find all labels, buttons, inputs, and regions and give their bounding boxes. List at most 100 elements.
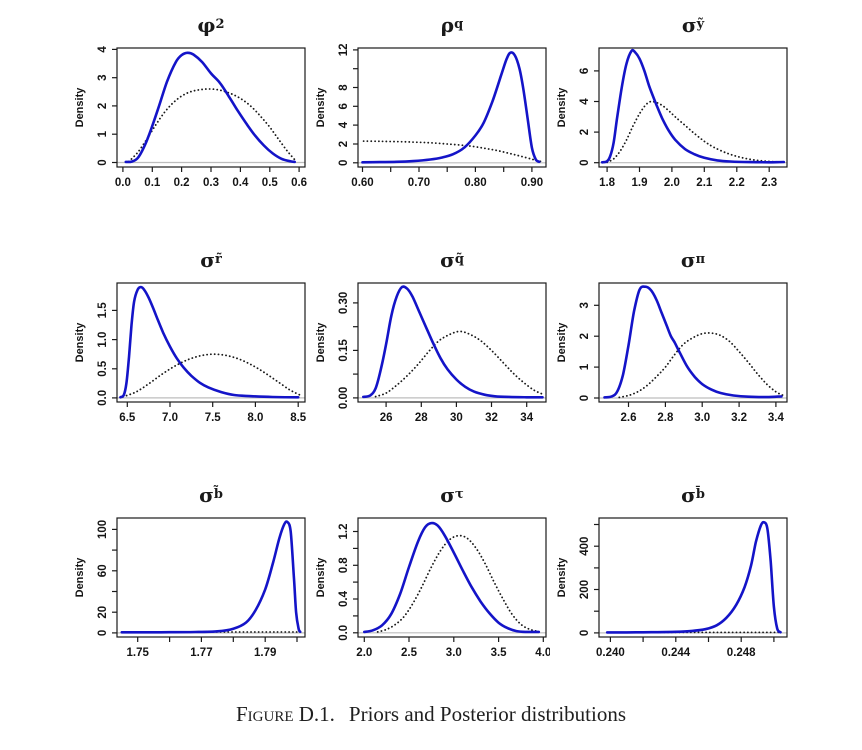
svg-text:4: 4: [338, 121, 350, 128]
plot-canvas-sigma-tau: 2.0 2.5 3.0 3.5 4.0 0.0 0.4 0.8 1.2 Density: [315, 517, 550, 659]
plot-canvas-sigma-y-tilde: 1.8 1.9 2.0 2.1 2.2 2.3 0 2 4 6 Density: [556, 47, 788, 189]
curve-prior: [374, 330, 544, 398]
svg-text:1.0: 1.0: [97, 332, 109, 348]
plot-canvas-rho-q: 0.60 0.70 0.80 0.90 0 2 4 6 8 12 Density: [315, 44, 547, 189]
svg-text:3.0: 3.0: [446, 647, 462, 659]
svg-text:6: 6: [579, 68, 591, 74]
svg-text:0.00: 0.00: [338, 387, 350, 409]
title-base: ρ: [440, 13, 455, 37]
svg-text:8.5: 8.5: [290, 412, 307, 424]
svg-text:0.3: 0.3: [203, 177, 219, 189]
svg-text:0: 0: [97, 159, 109, 165]
svg-text:1.2: 1.2: [338, 524, 350, 540]
svg-text:0: 0: [579, 630, 591, 636]
svg-text:0.80: 0.80: [464, 177, 486, 189]
svg-text:7.0: 7.0: [162, 412, 178, 424]
svg-text:0.6: 0.6: [291, 177, 307, 189]
svg-text:2.3: 2.3: [761, 177, 777, 189]
curve-prior: [362, 140, 542, 163]
svg-text:1.9: 1.9: [632, 177, 648, 189]
svg-text:400: 400: [579, 537, 591, 556]
svg-text:2.0: 2.0: [356, 647, 372, 659]
y-axis-label: Density: [315, 87, 327, 128]
plot-canvas-phi2: 0.0 0.1 0.2 0.3 0.4 0.5 0.6 0 1 2 3 4 Density: [74, 46, 307, 189]
title-base: σ: [680, 248, 696, 272]
curve-posterior: [124, 51, 296, 164]
figure-caption-text: Priors and Posterior distributions: [348, 702, 627, 726]
svg-text:0.8: 0.8: [338, 557, 350, 574]
svg-text:2: 2: [97, 103, 109, 109]
plot-canvas-sigma-b-tilde: 1.75 1.77 1.79 0 20 60 100 Density: [74, 517, 306, 659]
svg-text:200: 200: [579, 580, 591, 599]
curve-prior: [127, 88, 296, 163]
plot-sigma-q-tilde: σ q̃ 26 28 30 32 34 0.00 0.15 0.30 Density: [309, 243, 550, 478]
y-axis-label: Density: [74, 322, 86, 363]
svg-text:2.1: 2.1: [696, 177, 713, 189]
svg-text:60: 60: [97, 564, 109, 577]
y-axis-label: Density: [556, 322, 568, 363]
svg-text:0.0: 0.0: [338, 625, 350, 641]
title-base: σ: [681, 13, 697, 37]
svg-text:2.2: 2.2: [729, 177, 745, 189]
title-base: σ: [681, 483, 696, 507]
svg-text:28: 28: [415, 412, 428, 424]
svg-text:4: 4: [579, 98, 591, 105]
svg-text:0.1: 0.1: [144, 177, 161, 189]
svg-text:0: 0: [579, 395, 591, 401]
svg-text:4: 4: [97, 46, 109, 53]
svg-text:0.30: 0.30: [338, 292, 350, 314]
svg-text:0.70: 0.70: [408, 177, 430, 189]
svg-text:1: 1: [579, 363, 591, 370]
curve-prior: [376, 534, 540, 633]
curve-prior: [606, 100, 787, 164]
svg-text:3.2: 3.2: [731, 412, 747, 424]
svg-text:0.4: 0.4: [232, 177, 249, 189]
curve-prior: [618, 332, 785, 399]
svg-text:2.8: 2.8: [657, 412, 674, 424]
svg-text:0: 0: [579, 159, 591, 165]
svg-text:0.248: 0.248: [727, 647, 756, 659]
y-axis-label: Density: [74, 557, 86, 598]
svg-text:0.5: 0.5: [262, 177, 279, 189]
curve-prior: [122, 353, 301, 398]
plot-canvas-sigma-q-tilde: 26 28 30 32 34 0.00 0.15 0.30 Density: [315, 282, 547, 424]
svg-text:0.0: 0.0: [97, 390, 109, 406]
curve-posterior: [362, 285, 544, 399]
curve-posterior: [605, 520, 782, 634]
svg-text:6: 6: [338, 103, 350, 109]
y-axis-label: Density: [556, 87, 568, 128]
svg-text:0: 0: [338, 160, 350, 166]
plot-canvas-sigma-pi: 2.6 2.8 3.0 3.2 3.4 0 1 2 3 Density: [556, 282, 788, 424]
svg-text:1.5: 1.5: [97, 302, 109, 319]
plot-sigma-r-tilde: σ r̃ 6.5 7.0 7.5 8.0 8.5 0.0 0.5 1.0 1.5 Density: [68, 243, 309, 478]
curve-posterior: [120, 520, 302, 634]
svg-text:0.240: 0.240: [596, 647, 625, 659]
figure-caption-label: Figure D.1.: [235, 702, 335, 726]
title-base: σ: [200, 248, 215, 272]
curve-posterior: [119, 285, 300, 399]
y-axis-label: Density: [74, 87, 86, 128]
svg-text:30: 30: [450, 412, 463, 424]
svg-text:2: 2: [579, 129, 591, 135]
svg-text:34: 34: [520, 412, 533, 424]
title-base: σ: [440, 483, 455, 507]
svg-text:3.4: 3.4: [768, 412, 785, 424]
y-axis-label: Density: [556, 557, 568, 598]
plot-title: σ b̃: [199, 483, 223, 507]
plot-title: σ r̃: [200, 248, 222, 272]
svg-text:7.5: 7.5: [205, 412, 222, 424]
title-base: σ: [440, 248, 455, 272]
svg-text:1.77: 1.77: [190, 647, 212, 659]
title-base: σ: [199, 483, 214, 507]
svg-text:2: 2: [338, 141, 350, 147]
plot-canvas-sigma-b-bar: 0.240 0.244 0.248 0 200 400 Density: [556, 517, 788, 659]
svg-text:8.0: 8.0: [247, 412, 263, 424]
